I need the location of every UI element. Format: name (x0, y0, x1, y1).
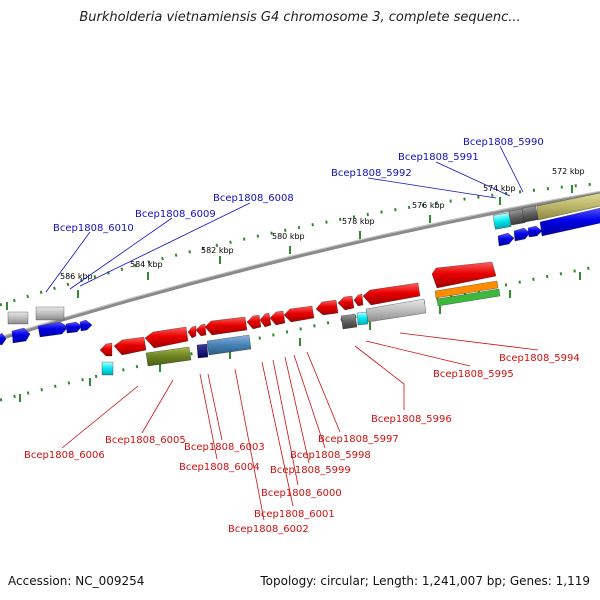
major-ticks-lower (19, 272, 581, 402)
gene-arrow[interactable] (353, 293, 364, 307)
gene-block[interactable] (196, 343, 209, 359)
gene-arrow[interactable] (0, 332, 7, 346)
gene-label[interactable]: Bcep1808_5995 (433, 369, 514, 380)
gene-label[interactable]: Bcep1808_6001 (254, 509, 335, 520)
scale-labels: 586 kbp 584 kbp 582 kbp 580 kbp 578 kbp … (60, 167, 585, 281)
gene-arrow[interactable] (337, 295, 355, 311)
gene-label[interactable]: Bcep1808_6004 (179, 462, 260, 473)
gene-block[interactable] (356, 311, 369, 326)
gene-arrow[interactable] (65, 321, 83, 334)
gene-arrow[interactable] (113, 336, 147, 356)
gene-label[interactable]: Bcep1808_6009 (135, 209, 216, 220)
accession-text: Accession: NC_009254 (8, 574, 145, 588)
reverse-strand-genes (99, 261, 501, 376)
gene-label[interactable]: Bcep1808_6003 (184, 442, 265, 453)
scale-label: 580 kbp (272, 232, 305, 241)
gene-label[interactable]: Bcep1808_5990 (463, 137, 544, 148)
scale-label: 586 kbp (60, 272, 93, 281)
gene-arrow[interactable] (539, 207, 600, 237)
gene-block[interactable] (492, 212, 512, 230)
gene-label[interactable]: Bcep1808_5994 (499, 353, 580, 364)
gene-arrow[interactable] (37, 321, 69, 338)
gene-arrow[interactable] (362, 282, 421, 306)
gene-block[interactable] (206, 334, 252, 356)
gene-arrow[interactable] (497, 232, 515, 247)
outer-tick-arc (0, 181, 600, 307)
scale-label: 584 kbp (130, 260, 163, 269)
gene-label[interactable]: Bcep1808_5992 (331, 168, 412, 179)
gene-block[interactable] (536, 192, 600, 221)
gene-arrow[interactable] (431, 261, 497, 289)
gene-arrow[interactable] (513, 227, 531, 242)
gene-label[interactable]: Bcep1808_6002 (228, 524, 309, 535)
gene-arrow[interactable] (195, 323, 207, 337)
inner-tick-arc (0, 264, 600, 402)
gene-arrow[interactable] (99, 342, 113, 357)
gene-label[interactable]: Bcep1808_6010 (53, 223, 134, 234)
topology-text: Topology: circular; Length: 1,241,007 bp… (260, 574, 590, 588)
scale-label: 582 kbp (201, 246, 234, 255)
gene-label[interactable]: Bcep1808_6006 (24, 450, 105, 461)
gene-block[interactable] (35, 306, 65, 321)
gene-block[interactable] (101, 361, 114, 376)
scale-label: 572 kbp (552, 167, 585, 176)
gene-arrow[interactable] (11, 327, 31, 344)
gene-label[interactable]: Bcep1808_5991 (398, 152, 479, 163)
gene-arrow[interactable] (283, 305, 315, 323)
gene-arrow[interactable] (246, 314, 262, 330)
gene-block[interactable] (340, 313, 358, 330)
gene-block[interactable] (7, 311, 29, 325)
gene-arrow[interactable] (527, 225, 543, 238)
gene-arrow[interactable] (269, 310, 286, 326)
chromosome-backbone (0, 190, 600, 341)
gene-label[interactable]: Bcep1808_5998 (290, 450, 371, 461)
scale-label: 574 kbp (483, 184, 516, 193)
top-leader-lines (45, 145, 524, 293)
gene-label[interactable]: Bcep1808_6008 (213, 193, 294, 204)
gene-arrow[interactable] (315, 299, 339, 316)
gene-arrow[interactable] (144, 326, 189, 349)
major-ticks-upper (6, 185, 573, 310)
scale-label: 576 kbp (412, 201, 445, 210)
gene-label[interactable]: Bcep1808_5997 (318, 434, 399, 445)
top-gene-labels: Bcep1808_6010 Bcep1808_6009 Bcep1808_600… (53, 137, 544, 234)
gene-block[interactable] (145, 346, 192, 367)
map-title: Burkholderia vietnamiensis G4 chromosome… (79, 10, 521, 25)
gene-label[interactable]: Bcep1808_5999 (270, 465, 351, 476)
gene-label[interactable]: Bcep1808_5996 (371, 414, 452, 425)
gene-block[interactable] (436, 288, 501, 307)
scale-label: 578 kbp (342, 217, 375, 226)
bottom-leader-lines (61, 332, 539, 521)
gene-block[interactable] (365, 298, 427, 323)
gene-block[interactable] (521, 205, 539, 223)
gene-arrow[interactable] (79, 319, 93, 332)
gene-arrow[interactable] (204, 316, 248, 336)
gene-arrow[interactable] (259, 312, 272, 328)
backbone-highlight (0, 190, 600, 338)
gene-label[interactable]: Bcep1808_6000 (261, 488, 342, 499)
gene-label[interactable]: Bcep1808_6005 (105, 435, 186, 446)
bottom-gene-labels: Bcep1808_6006 Bcep1808_6005 Bcep1808_600… (24, 353, 580, 535)
forward-strand-genes (0, 192, 600, 346)
gene-arrow[interactable] (187, 325, 197, 339)
gene-block[interactable] (434, 280, 499, 299)
